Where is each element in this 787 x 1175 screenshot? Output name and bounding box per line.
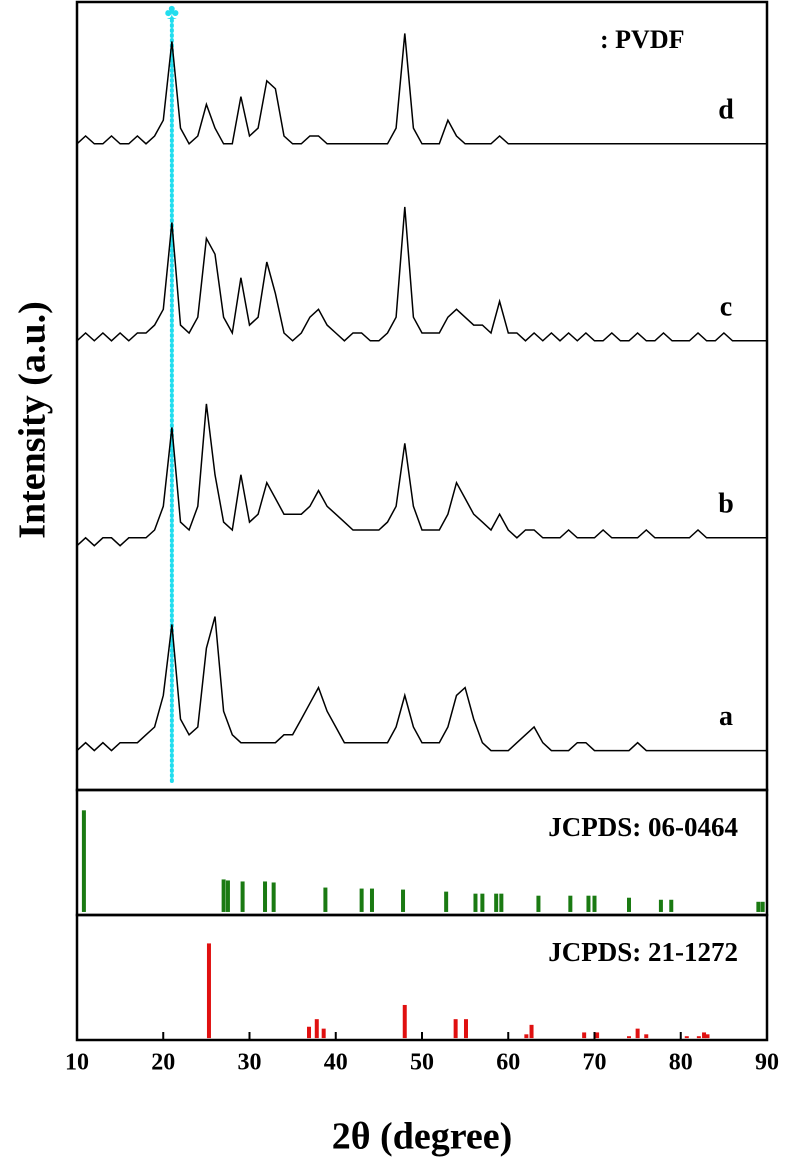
pvdf-label: : PVDF	[600, 25, 684, 54]
xrd-trace	[76, 616, 767, 752]
reference-stick	[669, 899, 674, 912]
reference-stick	[494, 893, 499, 912]
reference-stick	[263, 881, 268, 912]
reference-stick	[307, 1026, 312, 1039]
series-label: d	[718, 94, 734, 125]
reference-stick	[524, 1034, 529, 1039]
x-tick-label: 90	[755, 1050, 779, 1076]
x-tick-label: 60	[496, 1050, 520, 1076]
reference-stick	[271, 882, 276, 912]
reference-stick	[627, 1036, 631, 1039]
reference-stick	[453, 1019, 458, 1039]
reference-stick	[536, 895, 541, 912]
reference-stick	[206, 943, 211, 1039]
reference-stick	[760, 901, 765, 912]
x-axis-label: 2θ (degree)	[332, 1116, 513, 1158]
reference-stick	[321, 1028, 326, 1039]
reference-stick	[582, 1032, 587, 1039]
reference-stick	[221, 879, 226, 912]
series-label: c	[720, 291, 732, 322]
reference-stick	[473, 893, 478, 912]
reference-stick	[586, 895, 591, 912]
xrd-trace	[76, 403, 767, 547]
reference-stick	[499, 893, 504, 912]
pvdf-symbol: ♣	[165, 0, 179, 24]
reference-stick	[696, 1036, 701, 1039]
x-tick-label: 30	[238, 1050, 262, 1076]
reference-stick	[592, 895, 597, 912]
reference-stick	[314, 1019, 319, 1039]
x-tick-label: 40	[324, 1050, 348, 1076]
reference-stick	[240, 881, 245, 912]
x-tick-label: 70	[583, 1050, 607, 1076]
panel-frame	[75, 0, 769, 792]
reference-stick	[444, 891, 449, 912]
series-label: b	[718, 488, 734, 519]
panel-frame	[75, 788, 769, 917]
reference-stick	[323, 887, 328, 912]
reference-stick	[359, 888, 364, 912]
series-label: a	[719, 701, 733, 732]
panel-frame	[75, 913, 769, 1042]
reference-stick	[568, 895, 573, 912]
reference-stick	[702, 1032, 707, 1039]
reference-stick	[658, 899, 663, 912]
reference-stick	[644, 1034, 649, 1039]
reference-stick	[529, 1024, 534, 1039]
xrd-trace	[76, 33, 767, 145]
reference-stick	[627, 897, 631, 912]
x-tick-label: 10	[65, 1050, 89, 1076]
reference-stick	[480, 893, 485, 912]
x-tick-label: 50	[410, 1050, 434, 1076]
y-axis-label: Intensity (a.u.)	[12, 301, 54, 539]
reference-stick	[684, 1036, 689, 1039]
reference-stick	[225, 880, 230, 912]
reference-stick	[635, 1028, 640, 1039]
x-tick-label: 80	[669, 1050, 693, 1076]
panel-title: JCPDS: 21-1272	[548, 937, 738, 967]
xrd-trace	[76, 206, 767, 342]
reference-stick	[463, 1019, 468, 1039]
reference-stick	[705, 1034, 710, 1039]
reference-stick	[756, 901, 761, 912]
reference-stick	[401, 889, 406, 912]
reference-stick	[369, 888, 374, 912]
reference-stick	[402, 1004, 407, 1039]
x-tick-label: 20	[151, 1050, 175, 1076]
reference-stick	[595, 1032, 600, 1039]
reference-stick	[81, 810, 86, 912]
panel-title: JCPDS: 06-0464	[548, 812, 738, 842]
